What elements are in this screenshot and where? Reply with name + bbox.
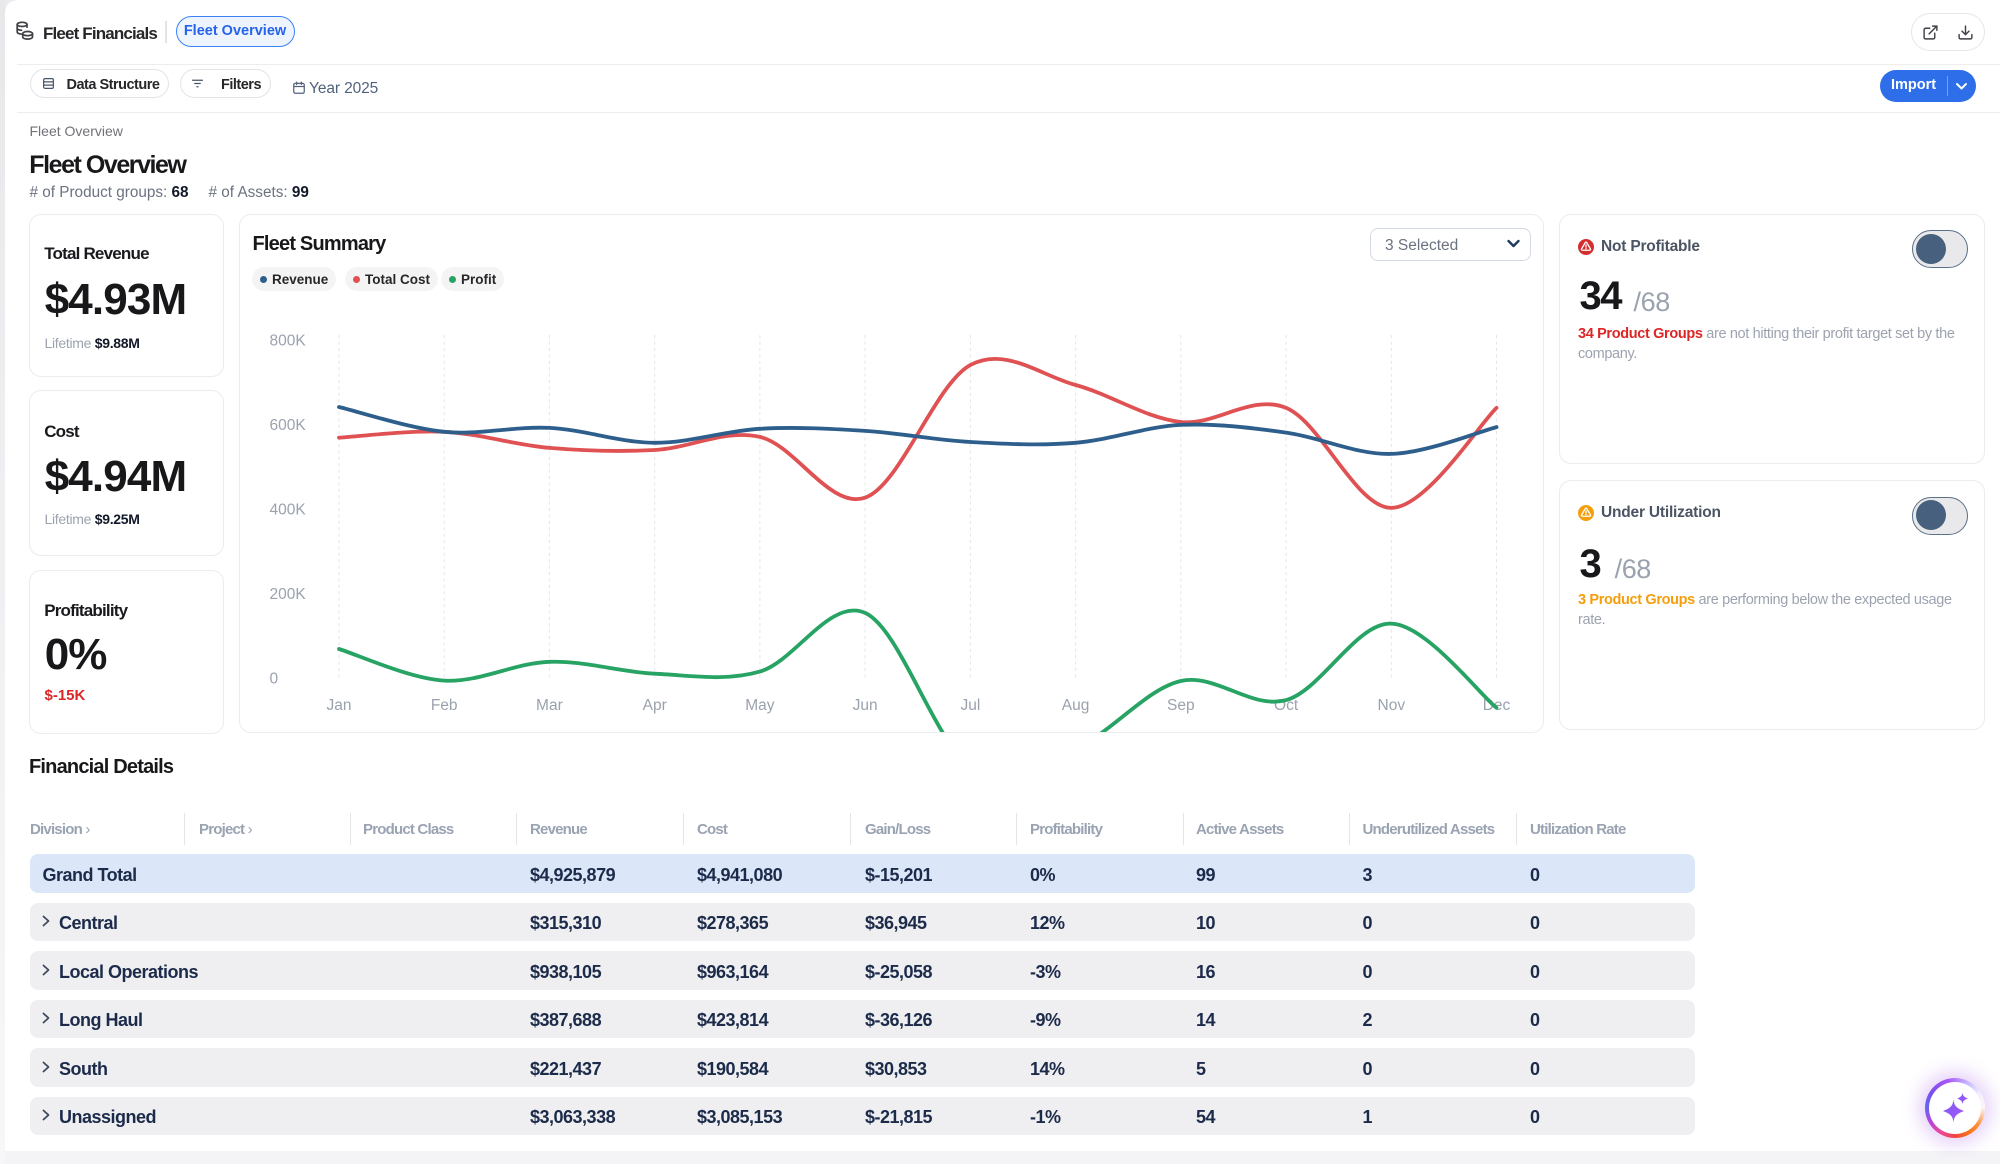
svg-text:0: 0 [269,671,278,688]
svg-text:Nov: Nov [1377,697,1405,714]
svg-text:Feb: Feb [430,697,457,714]
svg-text:800K: 800K [269,333,306,350]
svg-text:200K: 200K [269,586,306,603]
svg-text:600K: 600K [269,417,306,434]
svg-text:400K: 400K [269,502,306,519]
svg-text:Jul: Jul [960,697,980,714]
svg-text:Apr: Apr [642,697,666,714]
svg-text:Jun: Jun [852,697,877,714]
svg-text:Mar: Mar [536,697,563,714]
svg-text:Jan: Jan [326,697,351,714]
svg-text:Aug: Aug [1061,697,1089,714]
svg-text:Sep: Sep [1167,697,1195,714]
svg-text:May: May [745,697,775,714]
